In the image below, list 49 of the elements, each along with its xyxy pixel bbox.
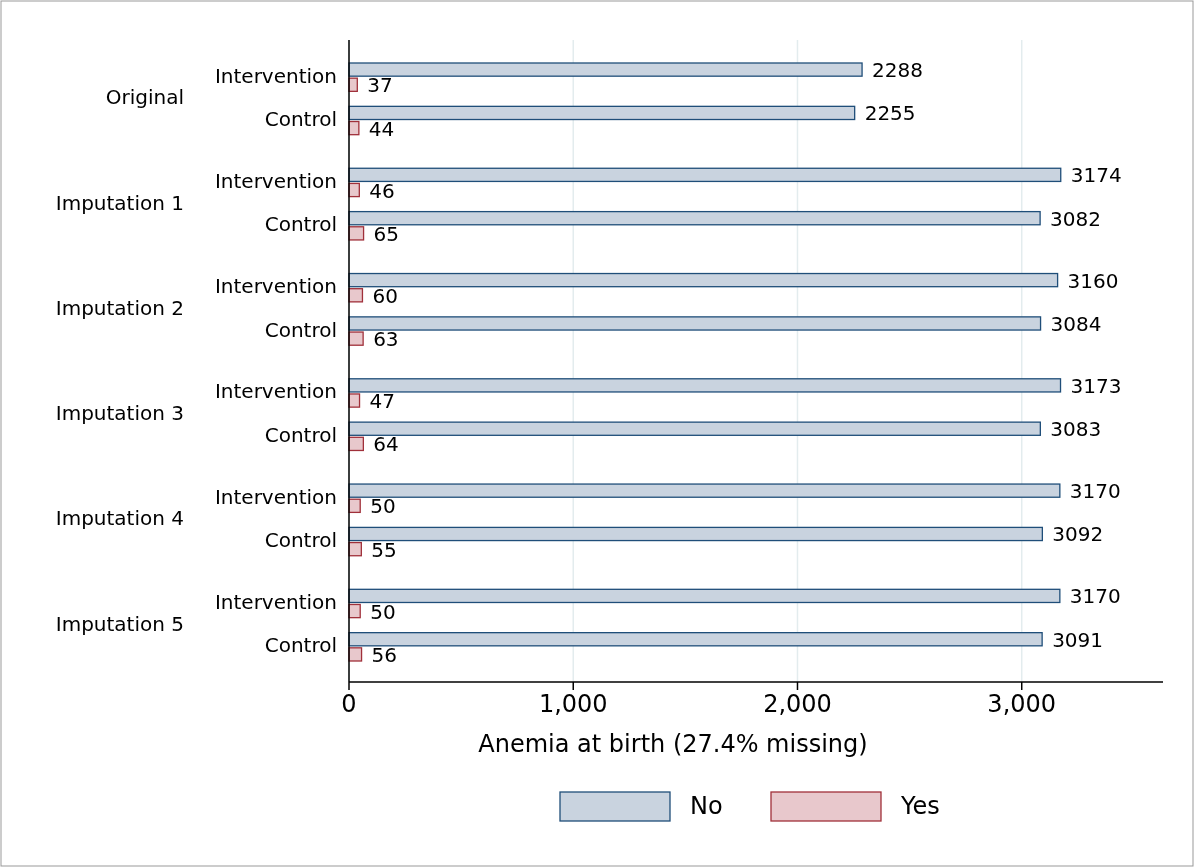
data-label: 3173 [1070, 373, 1122, 398]
text: Imputation 3 [55, 401, 184, 426]
data-label: 3160 [1067, 268, 1119, 293]
y-tick-label: Intervention [214, 274, 337, 299]
y-tick-label: Intervention [214, 63, 337, 88]
text: Imputation 2 [55, 295, 184, 320]
y-tick-label: Control [264, 528, 337, 553]
data-label: 3170 [1069, 584, 1121, 609]
data-label: 55 [371, 537, 397, 562]
y-tick-label: Intervention [214, 379, 337, 404]
data-label: 2288 [872, 58, 923, 83]
data-label: 47 [369, 389, 395, 414]
data-label: 46 [369, 178, 395, 203]
data-label: 64 [373, 432, 399, 457]
y-tick-label: Control [264, 633, 337, 658]
x-axis-title: Anemia at birth (27.4% missing) [478, 730, 868, 758]
data-label: 50 [370, 494, 396, 519]
data-label: 3091 [1052, 627, 1104, 652]
text: Imputation 4 [55, 506, 184, 531]
data-label: 3170 [1069, 479, 1121, 504]
data-label: 60 [372, 283, 398, 308]
data-label: 56 [371, 642, 398, 667]
x-tick-label: 0 [341, 690, 357, 718]
x-tick-label: 3,000 [987, 690, 1057, 718]
y-tick-label: Control [264, 422, 337, 447]
y-tick-label: Intervention [214, 589, 337, 614]
text: Imputation 1 [55, 190, 184, 215]
data-label: 50 [370, 599, 396, 624]
data-label: 37 [367, 73, 393, 98]
data-label: 2255 [864, 101, 916, 126]
x-tick-label: 2,000 [763, 690, 832, 718]
y-tick-label: Control [264, 317, 337, 342]
data-label: 3174 [1070, 163, 1122, 188]
y-tick-label: Control [264, 107, 337, 132]
y-tick-label: Control [264, 212, 337, 237]
data-label: 3092 [1052, 522, 1104, 547]
data-label: 3082 [1050, 206, 1102, 231]
legend-label: Yes [900, 792, 940, 820]
data-label: 44 [368, 116, 395, 141]
data-label: 65 [373, 221, 400, 246]
x-tick-label: 1,000 [538, 690, 608, 718]
text: Imputation 5 [55, 611, 184, 636]
legend-label: No [690, 792, 723, 820]
text: Original [105, 85, 184, 110]
data-label: 3083 [1050, 417, 1102, 442]
y-tick-label: Intervention [214, 168, 337, 193]
data-label: 3084 [1050, 311, 1102, 336]
data-label: 63 [373, 327, 399, 352]
y-tick-label: Intervention [214, 484, 337, 509]
